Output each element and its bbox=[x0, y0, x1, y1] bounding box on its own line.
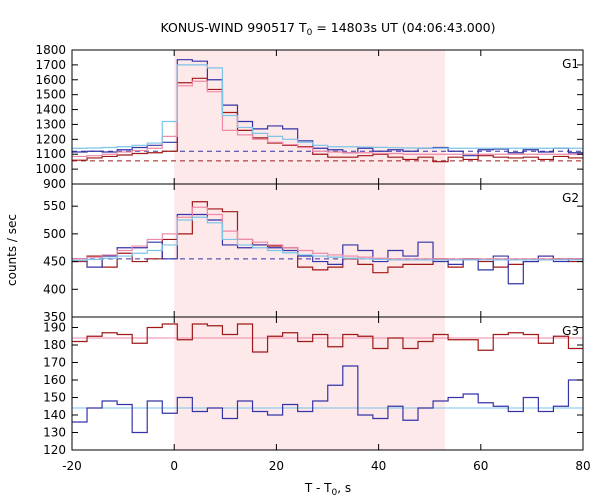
y-tick-label: 450 bbox=[43, 255, 66, 269]
x-tick-label: 80 bbox=[575, 459, 590, 473]
series-pink-step-line bbox=[72, 80, 583, 158]
highlight-interval bbox=[174, 317, 446, 450]
x-axis-label: T - T0, s bbox=[304, 481, 351, 498]
y-tick-label: 180 bbox=[43, 338, 66, 352]
y-tick-label: 1100 bbox=[35, 147, 66, 161]
panel-data bbox=[72, 323, 583, 434]
panel-data bbox=[72, 59, 583, 163]
x-tick-label: 40 bbox=[371, 459, 386, 473]
panel-data bbox=[72, 201, 583, 285]
panel-frame bbox=[71, 316, 584, 451]
y-tick-label: 130 bbox=[43, 426, 66, 440]
series-light_blue-step-line bbox=[72, 64, 583, 149]
series-dark_red-step-line bbox=[72, 77, 583, 163]
series-pink-step-line bbox=[72, 206, 583, 260]
panel-label: G2 bbox=[562, 191, 579, 205]
y-tick-label: 1800 bbox=[35, 43, 66, 57]
chart-title: KONUS-WIND 990517 T0 = 14803s UT (04:06:… bbox=[160, 20, 495, 38]
panel-g3: 120 130 140 150 160 170 180 190 G3 bbox=[43, 316, 584, 457]
y-tick-label: 1300 bbox=[35, 117, 66, 131]
series-light_blue-step-line bbox=[72, 216, 583, 262]
y-tick-label: 1000 bbox=[35, 162, 66, 176]
y-tick-label: 1200 bbox=[35, 132, 66, 146]
y-tick-label: 160 bbox=[43, 373, 66, 387]
y-tick-label: 500 bbox=[43, 227, 66, 241]
y-tick-label: 140 bbox=[43, 408, 66, 422]
panels-group: 900100011001200130014001500160017001800G… bbox=[35, 43, 590, 473]
y-tick-label: 1400 bbox=[35, 103, 66, 117]
x-tick-label: 60 bbox=[473, 459, 488, 473]
y-tick-label: 1700 bbox=[35, 58, 66, 72]
y-axis-label: counts / sec bbox=[5, 214, 19, 286]
y-tick-label: 120 bbox=[43, 443, 66, 457]
series-dark_red-step-line bbox=[72, 323, 583, 353]
panel-g2: 350 400 450 500 550 G2 bbox=[43, 183, 584, 324]
y-tick-label: 1500 bbox=[35, 88, 66, 102]
series-dark_blue-step-line bbox=[72, 365, 583, 434]
x-tick-label: 20 bbox=[269, 459, 284, 473]
x-tick-label: 0 bbox=[170, 459, 178, 473]
panel-label: G3 bbox=[562, 324, 579, 338]
series-dark_blue-step-line bbox=[72, 213, 583, 285]
y-tick-label: 1600 bbox=[35, 73, 66, 87]
y-tick-label: 900 bbox=[43, 177, 66, 191]
x-tick-label: -20 bbox=[62, 459, 82, 473]
y-tick-label: 170 bbox=[43, 356, 66, 370]
y-tick-label: 190 bbox=[43, 321, 66, 335]
y-tick-label: 150 bbox=[43, 391, 66, 405]
y-tick-label: 550 bbox=[43, 199, 66, 213]
y-tick-label: 400 bbox=[43, 282, 66, 296]
y-tick-label: 350 bbox=[43, 310, 66, 324]
highlight-interval bbox=[174, 50, 446, 184]
panel-label: G1 bbox=[562, 57, 579, 71]
